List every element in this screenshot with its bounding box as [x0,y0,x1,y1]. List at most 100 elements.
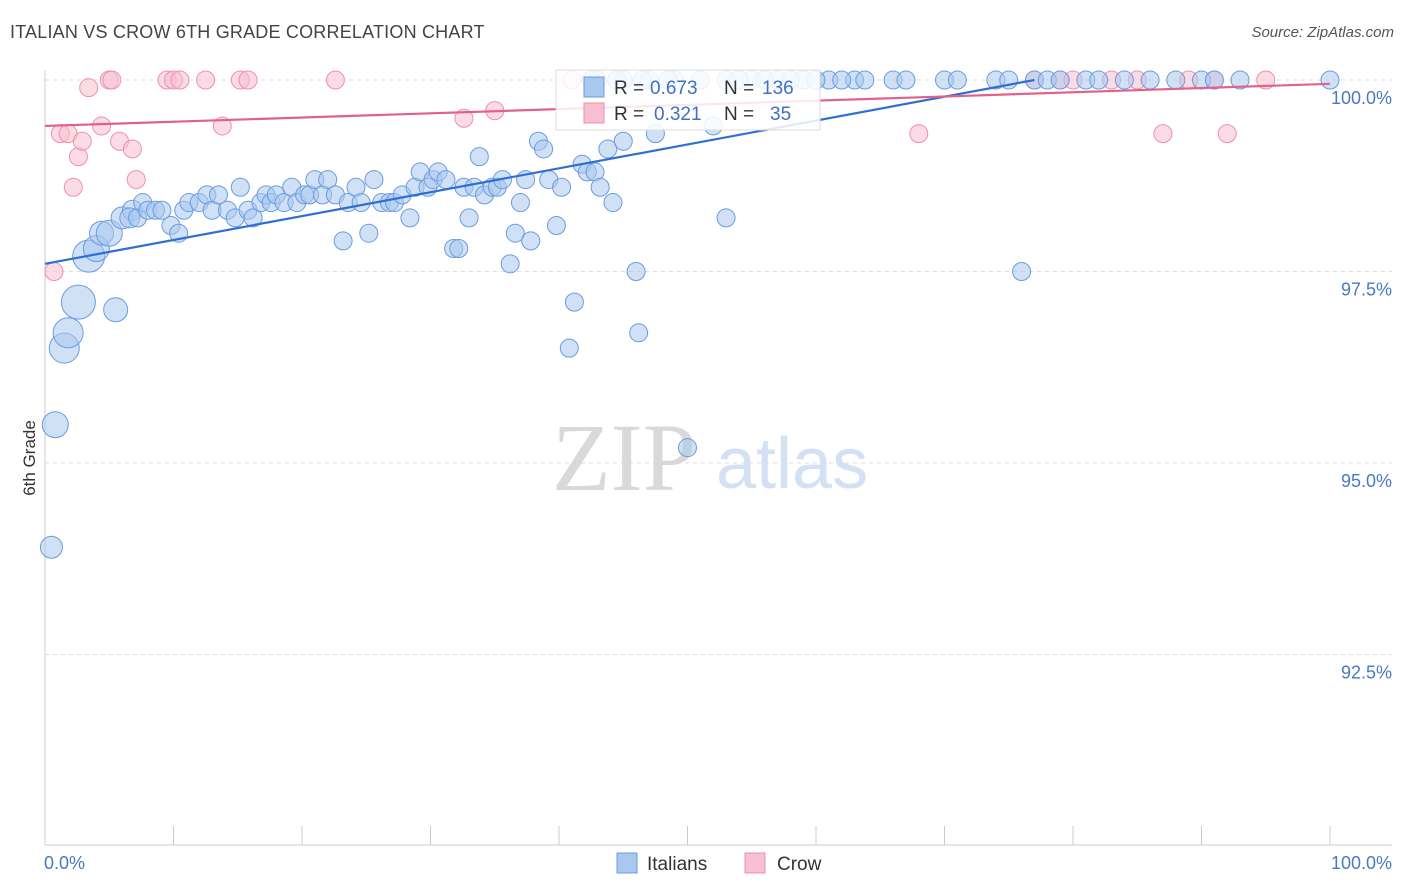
legend-swatch-crow [583,102,605,124]
legend-n-value-crow: 35 [770,104,791,125]
italians-point-49 [364,170,384,190]
crow-point-11 [122,139,142,159]
crow-point-30 [1153,124,1173,144]
crow-point-20 [325,70,345,90]
italians-point-126 [1320,70,1340,90]
grid-lines [45,79,1392,655]
italians-point-124 [1204,70,1224,90]
bottom-legend-label-italians: Italians [647,854,707,875]
italians-point-121 [1140,70,1160,90]
crow-point-19 [238,70,258,90]
italians-point-25 [208,185,228,205]
italians-point-90 [626,262,646,281]
italians-point-109 [896,70,916,90]
crow-point-17 [212,116,232,136]
crow-point-16 [196,70,216,90]
source-credit: Source: ZipAtlas.com [1251,24,1394,41]
italians-point-1 [41,411,69,439]
legend-n-value-italians: 136 [762,78,794,99]
crow-point-9 [102,70,122,90]
italians-point-122 [1166,70,1186,90]
italians-point-30 [243,208,263,228]
italians-point-42 [318,170,338,190]
italians-point-80 [552,177,572,197]
italians-point-91 [629,323,649,343]
y-tick-labels: 100.0% 97.5% 95.0% 92.5% [1331,88,1392,683]
crow-point-3 [63,177,83,197]
italians-point-135 [832,70,852,90]
crow-point-7 [92,116,112,136]
y-tick-label-3: 92.5% [1341,663,1392,683]
italians-trend-line [44,78,1035,265]
italians-point-88 [603,193,623,213]
italians-point-107 [855,70,875,90]
italians-point-79 [546,216,566,236]
italians-point-48 [359,223,379,243]
stats-legend: R = 0.673 N = 136 R = 0.321 N = 35 [555,69,821,131]
bottom-legend-label-crow: Crow [777,854,822,875]
italians-point-62 [449,239,469,259]
legend-r-value-italians: 0.673 [650,78,698,99]
bottom-legend-swatch-italians [616,852,638,874]
crow-point-34 [1256,70,1276,90]
crow-point-0 [44,262,64,281]
italians-point-66 [469,147,489,167]
x-tick-label-max: 100.0% [1331,853,1392,873]
axes [44,70,1392,846]
crow-point-6 [79,78,99,98]
y-tick-label-1: 97.5% [1341,280,1392,300]
italians-point-120 [1114,70,1134,90]
crow-point-12 [126,170,146,190]
italians-point-54 [400,208,420,228]
italians-point-3 [52,317,84,349]
italians-point-44 [333,231,353,251]
italians-point-72 [505,223,525,243]
y-tick-label-0: 100.0% [1331,88,1392,108]
crow-point-15 [170,70,190,90]
legend-r-label-italians: R = [614,78,644,99]
watermark: ZIP atlas [552,404,868,511]
crow-point-21 [454,108,474,128]
italians-point-0 [39,535,63,559]
italians-point-71 [500,254,520,274]
series-legend: Italians Crow [616,852,822,875]
italians-point-114 [1012,262,1032,281]
italians-point-73 [510,193,530,213]
italians-point-111 [947,70,967,90]
italians-point-86 [590,177,610,197]
italians-point-82 [564,292,584,312]
italians-point-47 [351,193,371,213]
italians-point-89 [613,131,633,151]
legend-swatch-italians [583,76,605,98]
italians-point-81 [559,338,579,358]
legend-n-label-crow: N = [724,104,754,125]
italians-point-28 [230,177,250,197]
italians-point-60 [436,170,456,190]
italians-point-9 [103,297,129,323]
italians-point-64 [459,208,479,228]
crow-point-33 [1217,124,1237,144]
y-axis-label: 6th Grade [20,420,39,496]
italians-point-125 [1230,70,1250,90]
italians-point-77 [534,139,554,159]
legend-r-value-crow: 0.321 [654,104,702,125]
y-tick-label-2: 95.0% [1341,471,1392,491]
italians-point-93 [678,438,697,458]
bottom-legend-swatch-crow [744,852,766,874]
legend-r-label-crow: R = [614,104,644,125]
watermark-atlas: atlas [716,424,868,504]
x-axis-ticks [44,826,1331,845]
italians-point-75 [521,231,541,251]
italians-point-87 [598,139,618,159]
watermark-zip: ZIP [552,404,696,511]
italians-point-17 [152,200,172,220]
italians-point-119 [1089,70,1109,90]
crow-point-24 [909,124,929,144]
legend-n-label-italians: N = [724,78,754,99]
x-tick-label-min: 0.0% [44,853,85,873]
italians-point-95 [716,208,736,228]
italians-point-117 [1050,70,1070,90]
crow-point-5 [72,131,92,151]
chart-title: ITALIAN VS CROW 6TH GRADE CORRELATION CH… [10,22,485,42]
